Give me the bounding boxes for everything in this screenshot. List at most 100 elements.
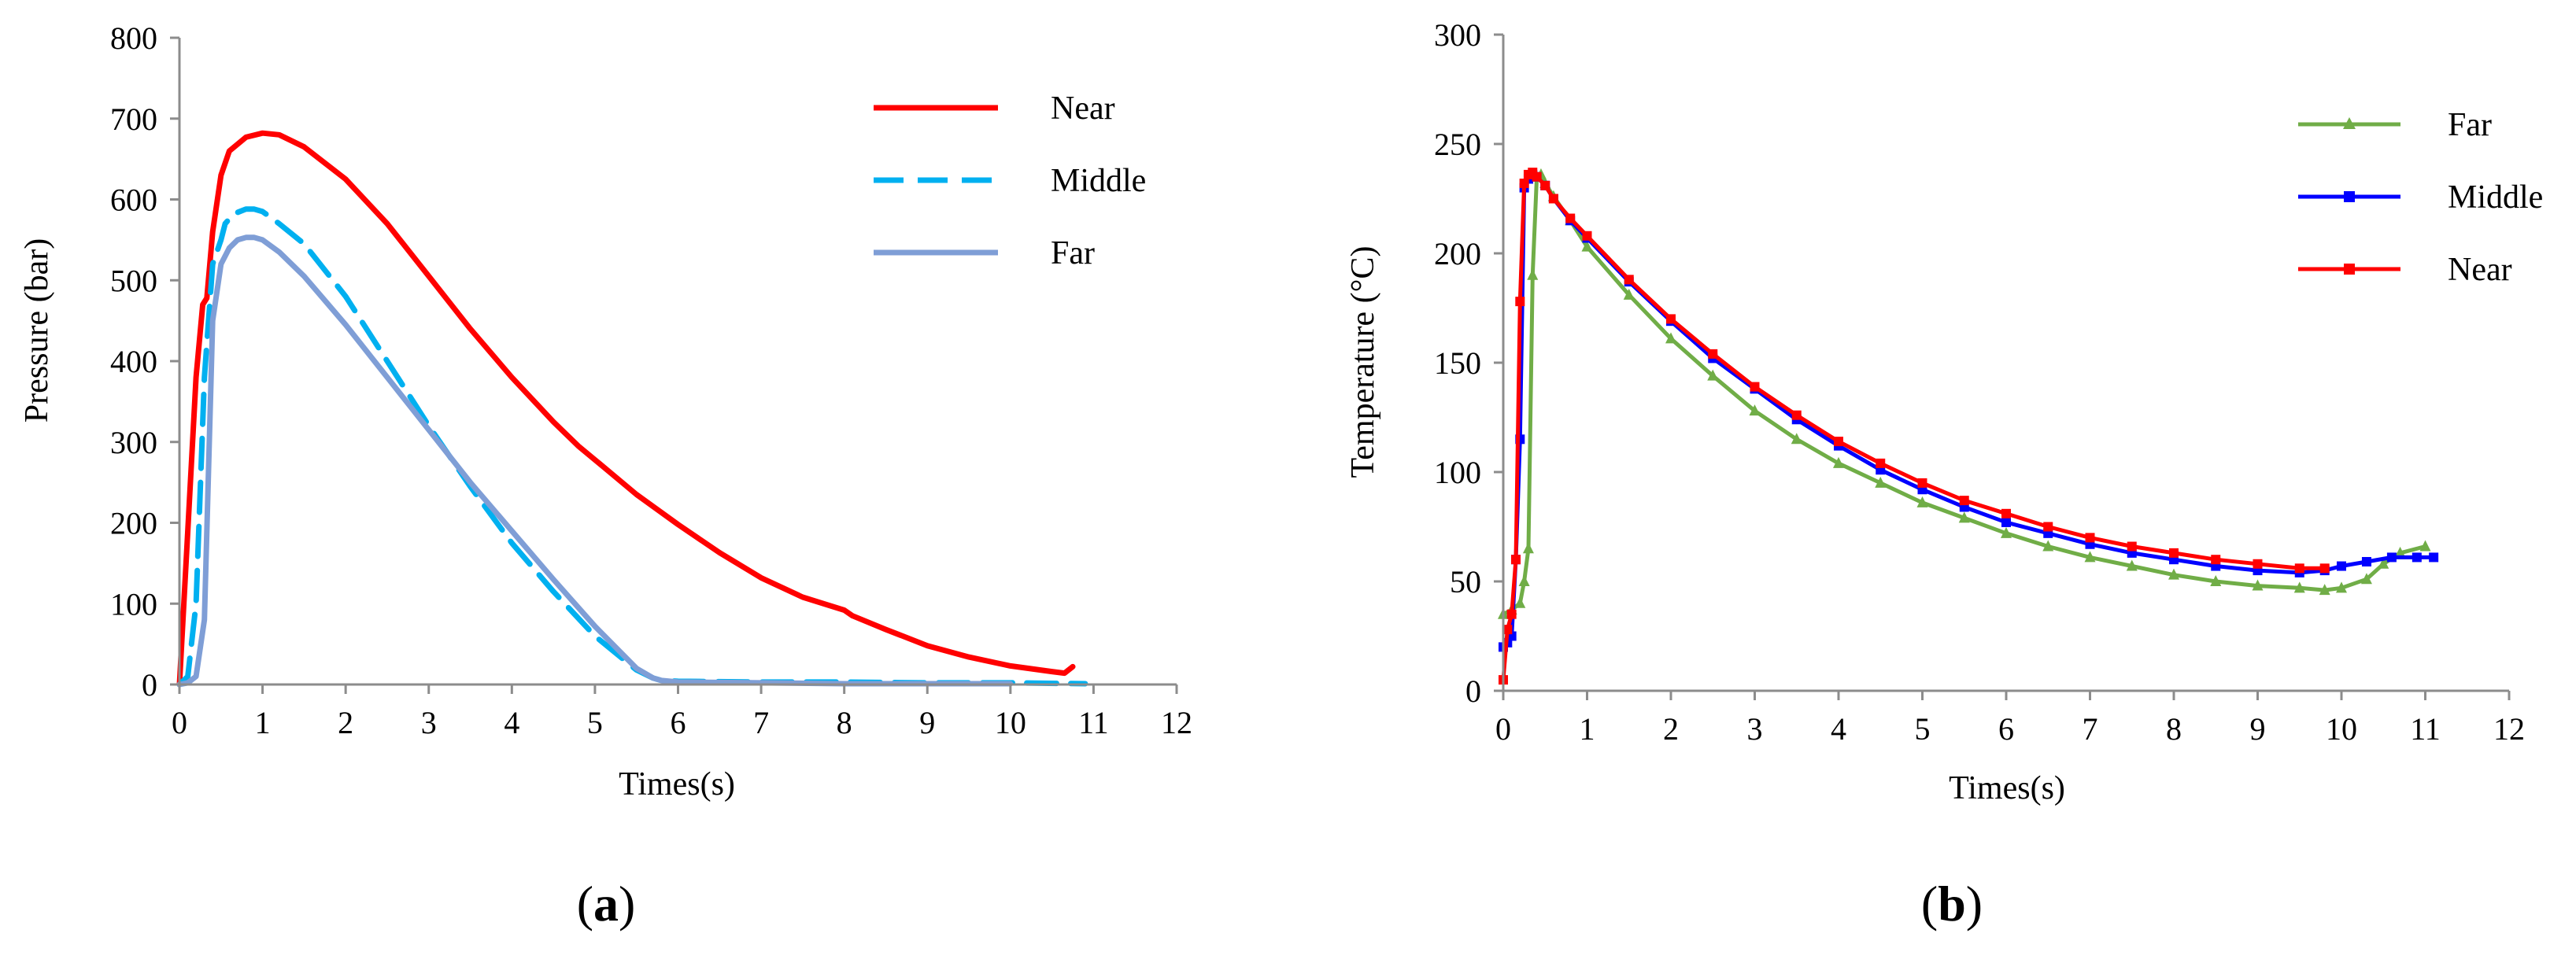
temperature-point-near xyxy=(2001,508,2011,518)
temperature-x-tick-label: 0 xyxy=(1495,711,1511,747)
temperature-y-tick-label: 300 xyxy=(1434,17,1481,53)
temperature-x-tick-label: 3 xyxy=(1747,711,1763,747)
pressure-legend: Near Middle Far xyxy=(874,90,1146,271)
temperature-y-tick-label: 150 xyxy=(1434,345,1481,381)
temperature-legend-far-label: Far xyxy=(2448,107,2492,143)
pressure-x-tick-label: 11 xyxy=(1078,705,1109,740)
temperature-point-near xyxy=(1540,180,1550,190)
temperature-point-far xyxy=(1916,496,1928,507)
temperature-point-middle xyxy=(2337,561,2346,571)
temperature-x-axis-label: Times(s) xyxy=(1949,770,2065,806)
temperature-y-tick-label: 200 xyxy=(1434,236,1481,271)
pressure-x-tick-label: 8 xyxy=(837,705,852,740)
temperature-point-far xyxy=(1833,456,1844,468)
pressure-y-tick-label: 200 xyxy=(110,506,157,541)
temperature-x-tick-label: 11 xyxy=(2410,711,2441,747)
pressure-series-near-line xyxy=(176,130,1076,688)
temperature-x-tick-label: 7 xyxy=(2083,711,2098,747)
chart-pressure: 0 1 2 3 4 5 6 7 8 9 10 11 12010020030040050060070080… xyxy=(19,20,1192,802)
temperature-point-near xyxy=(2085,533,2095,543)
temperature-point-far xyxy=(1665,332,1676,344)
pressure-legend-near-label: Near xyxy=(1051,90,1115,127)
temperature-point-near xyxy=(1582,231,1592,241)
pressure-y-tick-label: 700 xyxy=(110,101,157,137)
pressure-x-tick-label: 1 xyxy=(255,705,271,740)
pressure-x-tick-label: 9 xyxy=(919,705,935,740)
pressure-legend-middle-label: Middle xyxy=(1051,163,1146,199)
temperature-point-middle xyxy=(2386,552,2397,563)
pressure-series-layer xyxy=(176,130,1088,688)
temperature-x-tick-label: 10 xyxy=(2326,711,2357,747)
temperature-point-near xyxy=(1666,314,1676,324)
temperature-point-near xyxy=(1565,213,1576,223)
temperature-x-tick-label: 2 xyxy=(1663,711,1679,747)
temperature-point-near xyxy=(2127,541,2137,552)
temperature-point-near xyxy=(1708,349,1718,359)
panel-label-a: (a) xyxy=(577,876,636,932)
temperature-y-tick-label: 100 xyxy=(1434,455,1481,490)
temperature-point-near xyxy=(1750,382,1760,392)
temperature-point-far xyxy=(2084,551,2096,563)
temperature-point-near xyxy=(1548,194,1558,204)
pressure-y-tick-label: 600 xyxy=(110,183,157,218)
temperature-point-far xyxy=(1749,404,1761,416)
temperature-point-near xyxy=(2169,548,2179,558)
pressure-x-tick-label: 3 xyxy=(421,705,437,740)
temperature-y-tick-label: 250 xyxy=(1434,127,1481,162)
temperature-series-near-line xyxy=(1501,170,2327,682)
temperature-point-far xyxy=(1875,476,1887,488)
temperature-point-far xyxy=(2001,526,2012,538)
temperature-point-near xyxy=(1624,275,1634,285)
temperature-x-tick-label: 4 xyxy=(1831,711,1846,747)
temperature-point-near xyxy=(2043,522,2053,532)
temperature-point-near xyxy=(1502,625,1513,635)
temperature-point-far xyxy=(2168,568,2179,580)
pressure-x-tick-label: 4 xyxy=(504,705,519,740)
temperature-point-far xyxy=(2126,559,2138,571)
temperature-legend-middle-marker xyxy=(2344,191,2355,202)
temperature-legend-near-label: Near xyxy=(2448,252,2512,288)
temperature-point-near xyxy=(1917,478,1927,488)
temperature-legend: Far Middle Near xyxy=(2298,107,2543,288)
panel-letter-a: a xyxy=(593,876,619,932)
temperature-x-tick-label: 8 xyxy=(2166,711,2182,747)
pressure-y-axis-label: Pressure (bar) xyxy=(19,238,55,422)
temperature-point-far xyxy=(2042,540,2054,552)
temperature-x-tick-label: 6 xyxy=(1998,711,2014,747)
temperature-point-far xyxy=(2394,546,2406,558)
temperature-point-far xyxy=(1623,288,1635,300)
temperature-point-middle xyxy=(2412,552,2422,563)
temperature-point-far xyxy=(1522,542,1534,554)
temperature-point-far xyxy=(2336,581,2347,593)
temperature-x-tick-label: 5 xyxy=(1915,711,1931,747)
pressure-x-axis-label: Times(s) xyxy=(619,766,735,802)
pressure-y-tick-label: 100 xyxy=(110,586,157,622)
temperature-point-near xyxy=(1532,172,1542,182)
pressure-legend-far-label: Far xyxy=(1051,235,1095,271)
pressure-y-tick-label: 300 xyxy=(110,425,157,460)
temperature-point-near xyxy=(2294,563,2304,574)
pressure-x-tick-label: 6 xyxy=(671,705,686,740)
temperature-point-far xyxy=(2360,573,2372,585)
temperature-series-far-line xyxy=(1501,172,2427,617)
pressure-x-tick-label: 5 xyxy=(587,705,603,740)
temperature-point-far xyxy=(1791,433,1802,445)
temperature-point-far xyxy=(2252,579,2264,591)
pressure-x-tick-label: 7 xyxy=(753,705,769,740)
panel-label-b: (b) xyxy=(1921,876,1983,932)
temperature-point-middle xyxy=(2001,517,2011,527)
temperature-point-middle xyxy=(2361,556,2371,566)
pressure-x-tick-label: 2 xyxy=(338,705,353,740)
temperature-point-middle xyxy=(2429,552,2439,563)
temperature-series-layer xyxy=(1498,168,2439,685)
temperature-point-far xyxy=(1527,268,1539,280)
temperature-point-far xyxy=(2293,581,2305,593)
pressure-series-far-line xyxy=(176,234,1014,688)
temperature-point-near xyxy=(2253,559,2263,569)
temperature-legend-far-marker xyxy=(2343,117,2356,129)
temperature-point-near xyxy=(1515,297,1525,307)
temperature-legend-near-marker xyxy=(2344,264,2355,275)
